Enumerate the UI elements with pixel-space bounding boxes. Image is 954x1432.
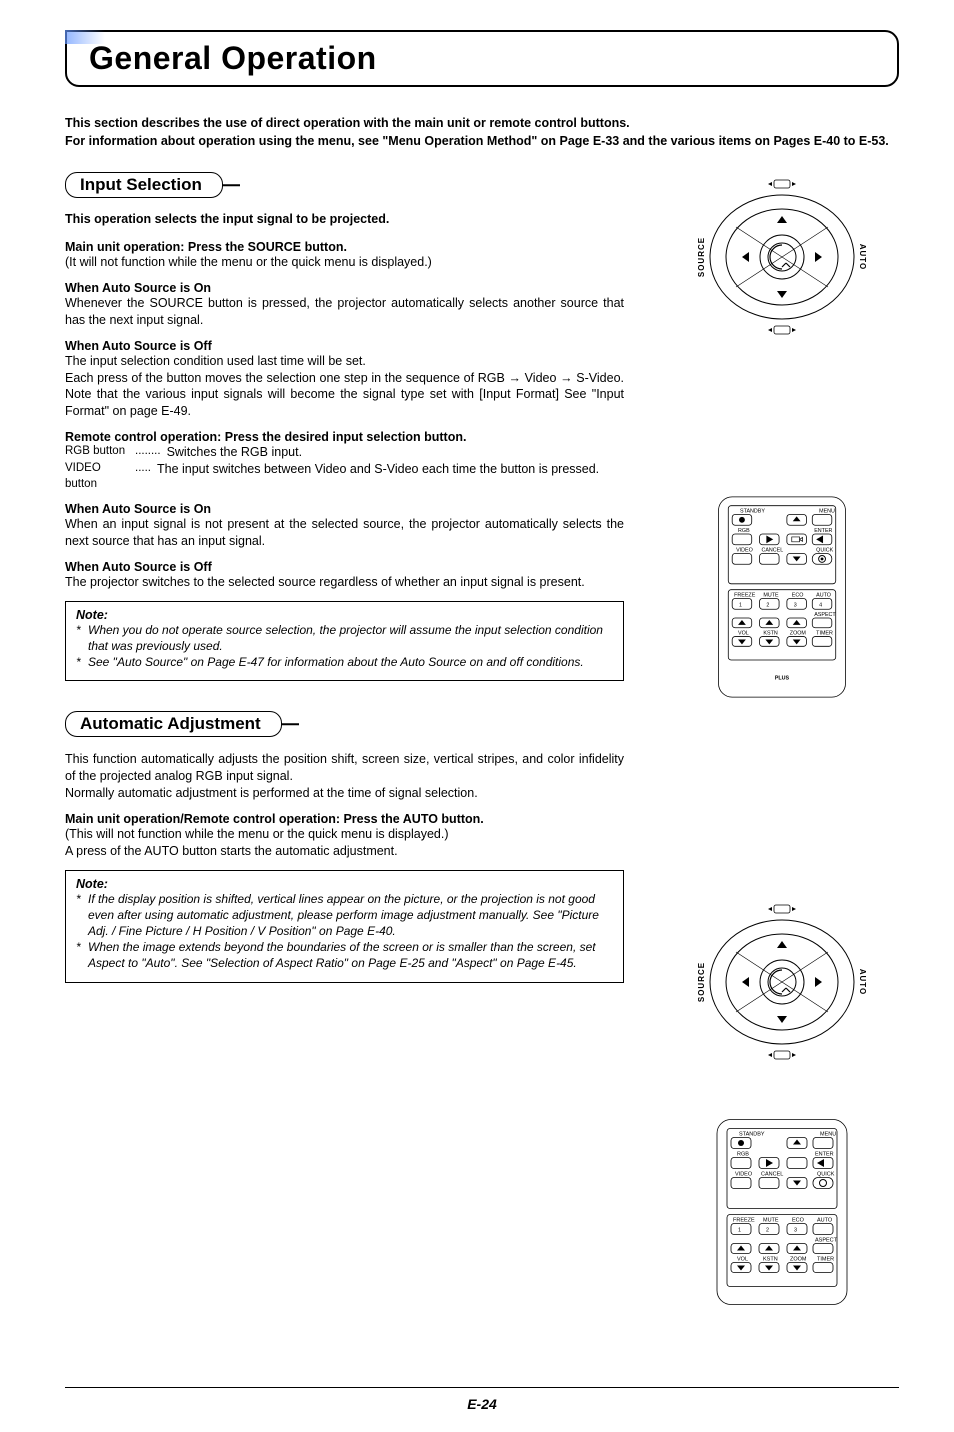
timer-label: TIMER xyxy=(816,631,833,637)
page-number: E-24 xyxy=(65,1396,899,1412)
rgb-desc: Switches the RGB input. xyxy=(167,444,624,461)
kstn-label: KSTN xyxy=(763,631,777,637)
video-label: VIDEO xyxy=(736,548,753,554)
svg-text:3: 3 xyxy=(794,1228,797,1234)
svg-text:TIMER: TIMER xyxy=(817,1257,834,1263)
svg-text:VIDEO: VIDEO xyxy=(735,1172,753,1178)
brand-label: PLUS xyxy=(774,676,789,682)
input-selection-lead: This operation selects the input signal … xyxy=(65,212,624,226)
auto-label: AUTO xyxy=(858,244,867,271)
video-desc: The input switches between Video and S-V… xyxy=(157,461,624,492)
quick-label: QUICK xyxy=(816,548,833,554)
svg-text:ECO: ECO xyxy=(792,1218,805,1224)
svg-text:MENU: MENU xyxy=(820,1132,836,1138)
svg-text:KSTN: KSTN xyxy=(763,1257,778,1263)
aspect-label: ASPECT xyxy=(814,612,836,618)
svg-text:RGB: RGB xyxy=(737,1152,749,1158)
mute-label: MUTE xyxy=(763,593,779,599)
auto-label: AUTO xyxy=(858,969,867,996)
auto-on-2-text: When an input signal is not present at t… xyxy=(65,516,624,550)
eco-label: ECO xyxy=(791,593,803,599)
auto-on-text: Whenever the SOURCE button is pressed, t… xyxy=(65,295,624,329)
svg-text:QUICK: QUICK xyxy=(817,1172,835,1178)
auto-off-2-text: The projector switches to the selected s… xyxy=(65,574,624,591)
right-column: SOURCE AUTO STANDBY MENU RGB ENTER xyxy=(664,172,899,1317)
remote-diagram-1: STANDBY MENU RGB ENTER VIDEO CANCEL QUIC… xyxy=(707,492,857,702)
svg-text:STANDBY: STANDBY xyxy=(739,1132,765,1138)
svg-text:ZOOM: ZOOM xyxy=(790,1257,807,1263)
svg-text:ENTER: ENTER xyxy=(815,1152,834,1158)
auto-off-2-heading: When Auto Source is Off xyxy=(65,560,624,574)
video-label: VIDEO button xyxy=(65,461,135,492)
section-heading-row: Automatic Adjustment xyxy=(65,711,624,737)
source-label: SOURCE xyxy=(697,962,706,1002)
note-text: When you do not operate source selection… xyxy=(88,622,613,654)
auto-adjust-heading: Automatic Adjustment xyxy=(65,711,282,737)
video-button-row: VIDEO button ..... The input switches be… xyxy=(65,461,624,492)
auto-label: AUTO xyxy=(816,593,831,599)
svg-text:4: 4 xyxy=(819,602,822,608)
control-pad-diagram-1: SOURCE AUTO xyxy=(682,172,882,342)
menu-label: MENU xyxy=(819,509,835,515)
note-box-2: Note: *If the display position is shifte… xyxy=(65,870,624,983)
page-title: General Operation xyxy=(89,40,875,77)
remote-diagram-2: STANDBY MENU RGB ENTER VIDEO CANCEL QUIC… xyxy=(707,1107,857,1317)
note-item: *If the display position is shifted, ver… xyxy=(76,891,613,940)
auto-adjust-op-text: (This will not function while the menu o… xyxy=(65,826,624,860)
note-heading: Note: xyxy=(76,608,613,622)
source-label: SOURCE xyxy=(697,237,706,277)
intro-text: This section describes the use of direct… xyxy=(65,115,899,150)
svg-text:AUTO: AUTO xyxy=(817,1218,833,1224)
note-item: *When the image extends beyond the bound… xyxy=(76,939,613,971)
rgb-label: RGB button xyxy=(65,444,135,461)
note-text: See "Auto Source" on Page E-47 for infor… xyxy=(88,654,584,670)
note-item: *When you do not operate source selectio… xyxy=(76,622,613,654)
input-selection-heading: Input Selection xyxy=(65,172,223,198)
note-heading: Note: xyxy=(76,877,613,891)
svg-text:1: 1 xyxy=(739,602,742,608)
svg-text:3: 3 xyxy=(793,602,796,608)
note-text: When the image extends beyond the bounda… xyxy=(88,939,613,971)
dots: ..... xyxy=(135,461,151,492)
vol-label: VOL xyxy=(738,631,749,637)
svg-text:1: 1 xyxy=(738,1228,741,1234)
auto-adjust-text: This function automatically adjusts the … xyxy=(65,751,624,802)
zoom-label: ZOOM xyxy=(789,631,806,637)
control-pad-diagram-2: SOURCE AUTO xyxy=(682,897,882,1067)
remote-op-heading: Remote control operation: Press the desi… xyxy=(65,430,624,444)
footer-rule xyxy=(65,1387,899,1388)
cancel-label: CANCEL xyxy=(761,548,783,554)
auto-on-2-heading: When Auto Source is On xyxy=(65,502,624,516)
svg-text:VOL: VOL xyxy=(737,1257,748,1263)
dots: ........ xyxy=(135,444,161,461)
rgb-button-row: RGB button ........ Switches the RGB inp… xyxy=(65,444,624,461)
note-item: *See "Auto Source" on Page E-47 for info… xyxy=(76,654,613,670)
note-text: If the display position is shifted, vert… xyxy=(88,891,613,940)
svg-text:4: 4 xyxy=(820,1228,823,1234)
rgb-label: RGB xyxy=(738,528,750,534)
section-heading-row: Input Selection xyxy=(65,172,624,198)
freeze-label: FREEZE xyxy=(734,593,756,599)
svg-text:FREEZE: FREEZE xyxy=(733,1218,755,1224)
page: General Operation This section describes… xyxy=(0,0,954,1432)
left-column: Input Selection This operation selects t… xyxy=(65,172,624,1317)
svg-text:MUTE: MUTE xyxy=(763,1218,779,1224)
standby-label: STANDBY xyxy=(740,509,765,515)
auto-off-heading: When Auto Source is Off xyxy=(65,339,624,353)
note-box-1: Note: *When you do not operate source se… xyxy=(65,601,624,682)
auto-off-text: The input selection condition used last … xyxy=(65,353,624,421)
auto-on-heading: When Auto Source is On xyxy=(65,281,624,295)
svg-text:2: 2 xyxy=(766,1228,769,1234)
svg-text:ASPECT: ASPECT xyxy=(815,1238,838,1244)
auto-adjust-op-heading: Main unit operation/Remote control opera… xyxy=(65,812,624,826)
main-unit-op-text: (It will not function while the menu or … xyxy=(65,254,624,271)
enter-label: ENTER xyxy=(814,528,832,534)
svg-text:CANCEL: CANCEL xyxy=(761,1172,783,1178)
two-column-layout: Input Selection This operation selects t… xyxy=(65,172,899,1317)
svg-text:2: 2 xyxy=(766,602,769,608)
button-list: RGB button ........ Switches the RGB inp… xyxy=(65,444,624,492)
title-container: General Operation xyxy=(65,30,899,87)
main-unit-op-heading: Main unit operation: Press the SOURCE bu… xyxy=(65,240,624,254)
